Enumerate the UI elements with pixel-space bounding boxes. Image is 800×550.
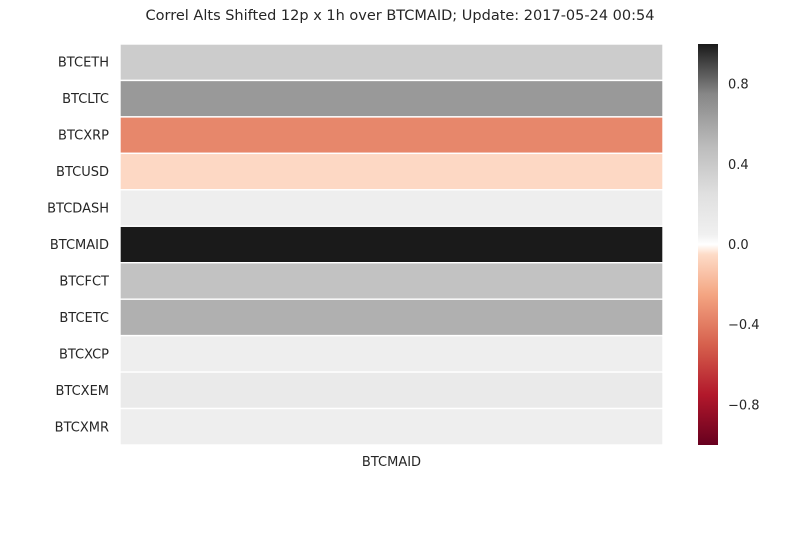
heatmap-cell-btceth (119, 43, 664, 82)
heatmap-cell-btcxem (119, 371, 664, 410)
colorbar-tick-label: 0.0 (728, 238, 749, 253)
column-label-btcmaid: BTCMAID (362, 455, 421, 470)
heatmap-cell-btcmaid (119, 225, 664, 264)
row-label-btcetc: BTCETC (59, 311, 109, 326)
heatmap-cell-btcetc (119, 298, 664, 337)
colorbar-gradient (698, 44, 718, 445)
row-labels: BTCETH BTCLTC BTCXRP BTCUSD BTCDASH BTCMAID BT… (47, 56, 109, 436)
column-labels: BTCMAID (362, 455, 421, 470)
heatmap-cell-btcltc (119, 79, 664, 118)
chart-title: Correl Alts Shifted 12p x 1h over BTCMAI… (145, 8, 655, 24)
row-label-btcltc: BTCLTC (62, 92, 109, 107)
row-label-btcxem: BTCXEM (55, 384, 109, 399)
row-label-btcxrp: BTCXRP (58, 129, 109, 144)
row-label-btcfct: BTCFCT (59, 274, 109, 289)
row-label-btcxmr: BTCXMR (55, 420, 109, 435)
row-label-btceth: BTCETH (58, 56, 109, 71)
heatmap-cell-btcxcp (119, 334, 664, 373)
row-label-btcmaid: BTCMAID (50, 238, 109, 253)
heatmap-cell-btcxmr (119, 407, 664, 446)
heatmap-cell-btcdash (119, 189, 664, 227)
row-label-btcxcp: BTCXCP (59, 347, 109, 362)
colorbar: 0.8 0.4 0.0 −0.4 −0.8 (698, 44, 760, 445)
colorbar-tick-label: −0.8 (728, 398, 760, 413)
heatmap-cells (119, 43, 664, 446)
colorbar-tick-label: 0.4 (728, 158, 749, 173)
heatmap-cell-btcxrp (119, 116, 664, 155)
row-label-btcusd: BTCUSD (56, 165, 109, 180)
heatmap-cell-btcfct (119, 262, 664, 300)
colorbar-tick-label: −0.4 (728, 318, 760, 333)
heatmap-cell-btcusd (119, 152, 664, 191)
row-label-btcdash: BTCDASH (47, 202, 109, 217)
colorbar-tick-label: 0.8 (728, 78, 749, 93)
